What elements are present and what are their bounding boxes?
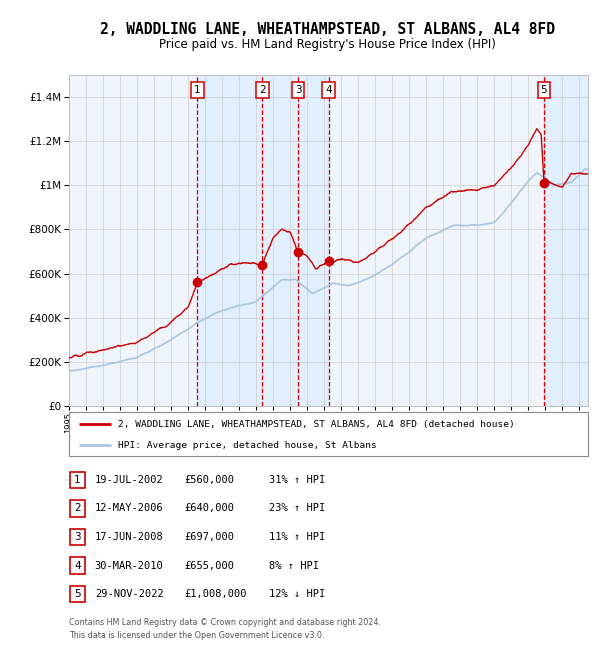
Text: £1,008,000: £1,008,000 (185, 590, 247, 599)
Text: 2: 2 (259, 84, 266, 95)
Text: HPI: Average price, detached house, St Albans: HPI: Average price, detached house, St A… (118, 441, 377, 450)
Text: Contains HM Land Registry data © Crown copyright and database right 2024.: Contains HM Land Registry data © Crown c… (69, 618, 381, 627)
Text: £640,000: £640,000 (185, 504, 235, 514)
Text: 3: 3 (295, 84, 301, 95)
Text: 1: 1 (194, 84, 200, 95)
Text: Price paid vs. HM Land Registry's House Price Index (HPI): Price paid vs. HM Land Registry's House … (158, 38, 496, 51)
FancyBboxPatch shape (69, 412, 588, 456)
Text: 2: 2 (74, 504, 81, 514)
Text: £560,000: £560,000 (185, 475, 235, 485)
Text: 4: 4 (325, 84, 332, 95)
FancyBboxPatch shape (70, 558, 85, 574)
Text: £655,000: £655,000 (185, 561, 235, 571)
Text: 11% ↑ HPI: 11% ↑ HPI (269, 532, 325, 542)
Text: 3: 3 (74, 532, 81, 542)
Text: 17-JUN-2008: 17-JUN-2008 (95, 532, 164, 542)
FancyBboxPatch shape (70, 500, 85, 517)
Text: 5: 5 (541, 84, 547, 95)
Text: 19-JUL-2002: 19-JUL-2002 (95, 475, 164, 485)
Text: 8% ↑ HPI: 8% ↑ HPI (269, 561, 319, 571)
Bar (544, 75, 588, 406)
FancyBboxPatch shape (70, 529, 85, 545)
Text: 31% ↑ HPI: 31% ↑ HPI (269, 475, 325, 485)
Text: 23% ↑ HPI: 23% ↑ HPI (269, 504, 325, 514)
Text: 29-NOV-2022: 29-NOV-2022 (95, 590, 164, 599)
Text: 1: 1 (74, 475, 81, 485)
Text: This data is licensed under the Open Government Licence v3.0.: This data is licensed under the Open Gov… (69, 631, 325, 640)
Text: 2, WADDLING LANE, WHEATHAMPSTEAD, ST ALBANS, AL4 8FD: 2, WADDLING LANE, WHEATHAMPSTEAD, ST ALB… (100, 21, 554, 37)
Text: 30-MAR-2010: 30-MAR-2010 (95, 561, 164, 571)
Text: 12% ↓ HPI: 12% ↓ HPI (269, 590, 325, 599)
Text: 2, WADDLING LANE, WHEATHAMPSTEAD, ST ALBANS, AL4 8FD (detached house): 2, WADDLING LANE, WHEATHAMPSTEAD, ST ALB… (118, 420, 515, 429)
Text: 5: 5 (74, 590, 81, 599)
Text: £697,000: £697,000 (185, 532, 235, 542)
Bar (262, 75, 329, 406)
Bar (197, 75, 262, 406)
Text: 4: 4 (74, 561, 81, 571)
FancyBboxPatch shape (70, 472, 85, 488)
Text: 12-MAY-2006: 12-MAY-2006 (95, 504, 164, 514)
FancyBboxPatch shape (70, 586, 85, 603)
